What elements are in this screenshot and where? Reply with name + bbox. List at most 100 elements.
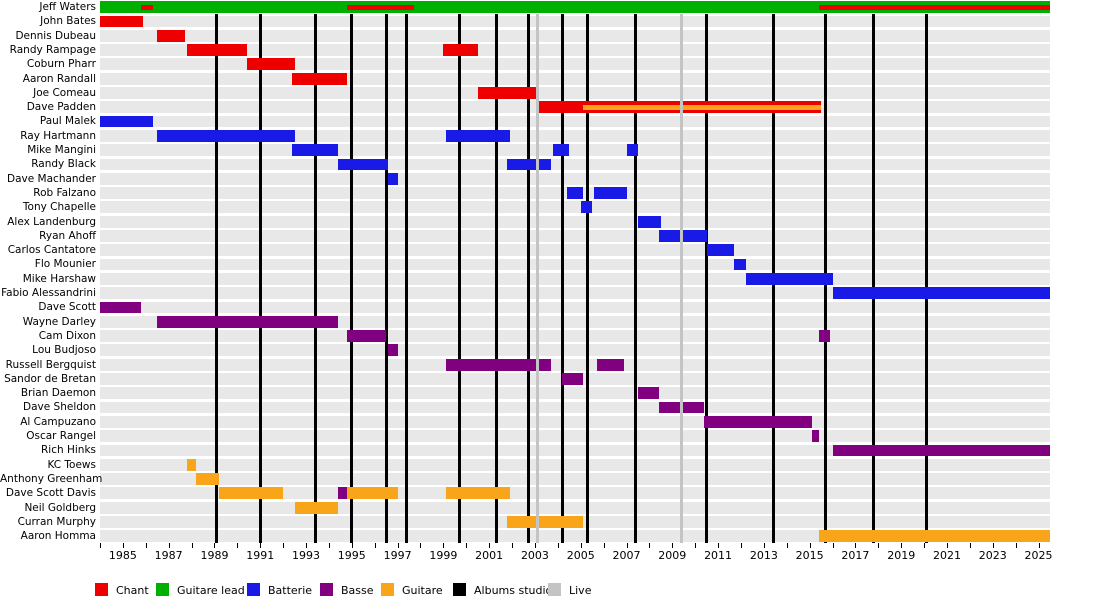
- member-name: Oscar Rangel: [26, 430, 96, 442]
- member-name: Jeff Waters: [39, 1, 96, 13]
- axis-tick: [603, 543, 605, 549]
- tenure-bar-batterie: [553, 144, 570, 157]
- axis-tick: [443, 543, 445, 549]
- member-name: Russell Bergquist: [5, 358, 96, 371]
- legend-label: Basse: [341, 584, 374, 597]
- tenure-bar-basse: [818, 330, 831, 342]
- axis-tick: [626, 543, 628, 549]
- axis-tick: [695, 543, 697, 549]
- tenure-bar-batterie: [157, 129, 295, 142]
- axis-year-label: 1991: [246, 549, 275, 563]
- row-band: [100, 415, 1050, 428]
- tenure-bar-basse: [811, 430, 819, 443]
- axis-year-label: 2011: [704, 549, 733, 563]
- tenure-bar-guitare: [219, 487, 284, 500]
- tenure-bar-batterie: [580, 201, 593, 214]
- member-name: Aaron Homma: [20, 530, 96, 543]
- member-name: Paul Malek: [39, 115, 96, 128]
- tenure-bar-batterie: [832, 287, 1050, 300]
- tenure-bar-basse: [157, 315, 339, 328]
- legend-swatch-live: [548, 583, 561, 596]
- studio-album-line: [405, 14, 409, 544]
- axis-tick: [306, 543, 308, 549]
- row-band: [100, 15, 1050, 28]
- row-band: [100, 301, 1050, 314]
- row-band: [100, 272, 1050, 285]
- member-name: Brian Daemon: [20, 387, 96, 400]
- member-name: Dennis Dubeau: [15, 29, 96, 42]
- legend-swatch-chant: [95, 583, 108, 596]
- tenure-bar-basse: [338, 487, 348, 500]
- row-band: [100, 115, 1050, 128]
- studio-album-line: [634, 14, 638, 544]
- member-name: Rob Falzano: [33, 186, 96, 199]
- row-band: [100, 144, 1050, 157]
- legend-item: Guitare: [381, 583, 481, 597]
- member-name: Dave Machander: [7, 172, 96, 185]
- axis-year-label: 2003: [520, 549, 549, 563]
- tenure-bar-batterie: [338, 158, 389, 171]
- tenure-bar-batterie: [445, 129, 510, 142]
- row-band: [100, 258, 1050, 271]
- member-name: Flo Mounier: [34, 258, 96, 271]
- tenure-bar-batterie: [388, 172, 398, 185]
- axis-tick: [351, 543, 353, 549]
- studio-album-line: [872, 14, 876, 544]
- tenure-bar-batterie: [626, 144, 638, 157]
- row-band: [100, 330, 1050, 342]
- axis-tick: [946, 543, 948, 549]
- row-band: [100, 487, 1050, 500]
- member-name: Curran Murphy: [17, 515, 96, 528]
- member-name: Al Campuzano: [20, 415, 96, 428]
- tenure-bar-basse: [100, 301, 142, 314]
- axis-tick: [969, 543, 971, 549]
- tenure-bar-batterie: [507, 158, 551, 171]
- axis-year-label: 2021: [932, 549, 961, 563]
- live-album-line: [535, 14, 539, 544]
- legend-label: Guitare: [402, 584, 443, 597]
- row-band: [100, 444, 1050, 457]
- row-band: [100, 387, 1050, 400]
- axis-tick: [672, 543, 674, 549]
- member-name: Dave Scott: [38, 301, 96, 314]
- row-band: [100, 158, 1050, 171]
- legend-label: Albums studio: [474, 584, 553, 597]
- legend-label: Guitare lead: [177, 584, 245, 597]
- axis-tick: [374, 543, 376, 549]
- tenure-bar-batterie: [637, 215, 661, 228]
- axis-year-label: 2019: [887, 549, 916, 563]
- row-band: [100, 344, 1050, 357]
- tenure-bar-guitare: [583, 104, 822, 110]
- member-name: Anthony Greenham: [0, 472, 103, 485]
- axis-tick: [740, 543, 742, 549]
- legend-item: Chant: [95, 583, 195, 597]
- axis-year-label: 1985: [108, 549, 137, 563]
- tenure-bar-chant: [246, 58, 295, 71]
- axis-tick: [580, 543, 582, 549]
- legend-item: Batterie: [247, 583, 347, 597]
- axis-tick: [763, 543, 765, 549]
- member-name: Mike Harshaw: [22, 272, 96, 285]
- axis-tick: [649, 543, 651, 549]
- tenure-bar-batterie: [292, 144, 339, 157]
- studio-album-line: [494, 14, 498, 544]
- axis-tick: [1015, 543, 1017, 549]
- tenure-bar-basse: [704, 415, 812, 428]
- tenure-bar-basse: [445, 358, 551, 371]
- member-name: Rich Hinks: [41, 444, 96, 457]
- studio-album-line: [457, 14, 461, 544]
- axis-tick: [489, 543, 491, 549]
- tenure-bar-guitare_lead: [100, 1, 1050, 14]
- axis-tick: [557, 543, 559, 549]
- legend-item: Albums studio: [453, 583, 553, 597]
- member-name: KC Toews: [47, 458, 96, 471]
- row-band: [100, 430, 1050, 443]
- axis-year-label: 1989: [200, 549, 229, 563]
- tenure-bar-guitare: [347, 487, 398, 500]
- tenure-bar-guitare: [294, 501, 339, 514]
- axis-year-label: 2005: [566, 549, 595, 563]
- studio-album-line: [258, 14, 262, 544]
- axis-tick: [122, 543, 124, 549]
- member-name: Tony Chapelle: [22, 201, 96, 214]
- row-band: [100, 129, 1050, 142]
